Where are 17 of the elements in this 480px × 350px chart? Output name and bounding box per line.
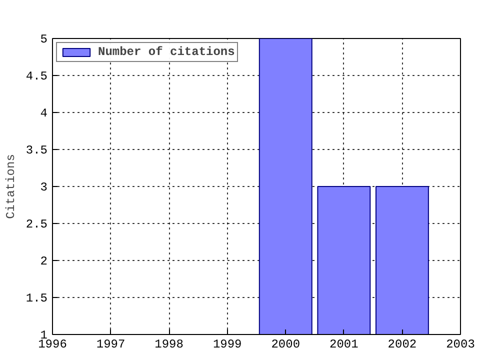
y-tick-label: 4 (40, 106, 48, 120)
x-tick-label: 2000 (271, 338, 300, 350)
legend-label: Number of citations (98, 45, 235, 59)
y-tick-label: 5 (40, 32, 48, 46)
y-tick-label: 2 (40, 254, 48, 268)
x-tick-label: 2003 (446, 338, 475, 350)
x-tick-label: 1997 (96, 338, 126, 350)
y-tick-label: 3 (40, 180, 48, 194)
y-tick-label: 4.5 (26, 70, 48, 84)
y-tick-label: 2.5 (26, 218, 48, 232)
x-tick-label: 2001 (330, 338, 358, 350)
y-tick-label: 1.5 (26, 292, 48, 306)
y-tick-label: 3.5 (26, 144, 48, 158)
x-tick-label: 1999 (212, 338, 242, 350)
y-axis-title: Citations (4, 154, 18, 219)
x-tick-label: 1998 (154, 338, 184, 350)
x-tick-label: 2002 (388, 338, 417, 350)
